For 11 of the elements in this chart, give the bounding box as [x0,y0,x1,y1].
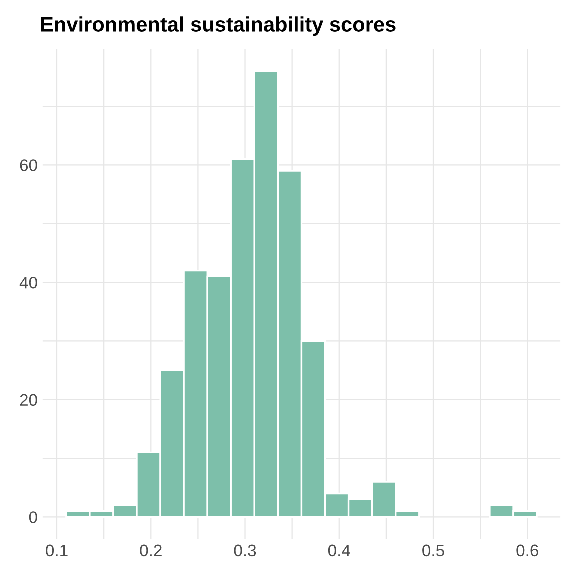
x-tick-label: 0.1 [46,544,68,557]
x-tick-label: 0.4 [328,544,350,557]
y-tick-label: 0 [29,512,38,524]
x-tick-label: 0.5 [422,544,444,557]
y-tick-label: 40 [20,276,38,289]
y-tick-label: 20 [20,394,38,406]
chart-title: Environmental sustainability scores [41,16,396,36]
x-tick-label: 0.6 [516,544,538,557]
y-tick-label: 60 [20,160,38,172]
x-tick-label: 0.2 [140,544,162,557]
x-tick-label: 0.3 [234,544,256,557]
